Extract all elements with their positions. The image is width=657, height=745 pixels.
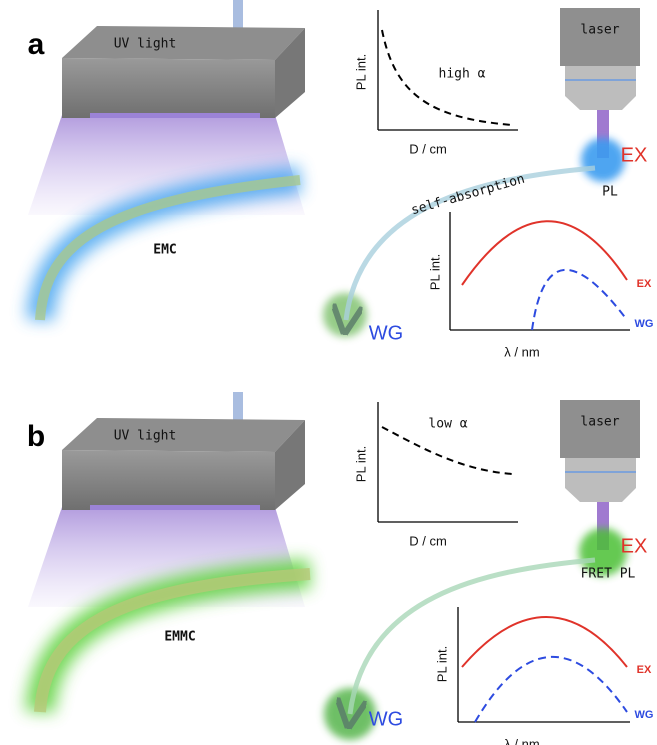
decay-curve	[381, 29, 513, 126]
annotation: low α	[428, 417, 467, 432]
ex-curve	[461, 220, 628, 286]
wg-label: WG	[369, 322, 403, 344]
uv-stem	[233, 0, 243, 28]
ex-label: EX	[621, 535, 648, 557]
decay-curve	[381, 426, 513, 475]
annotation: high α	[439, 67, 486, 82]
uv-diodes	[90, 505, 260, 510]
fiber-label: EMC	[153, 243, 176, 258]
panel-label: a	[28, 28, 45, 61]
waveguide-path	[346, 165, 596, 320]
x-label: λ / nm	[504, 736, 539, 745]
x-label: D / cm	[409, 533, 447, 548]
pl-spot	[581, 138, 625, 182]
y-label: PL int.	[434, 646, 449, 682]
pl-spot	[579, 528, 627, 576]
fiber-label: EMMC	[164, 630, 195, 645]
ex-curve	[461, 616, 628, 668]
uv-diodes	[90, 113, 260, 118]
wg-legend: WG	[635, 318, 654, 330]
ex-legend: EX	[637, 664, 652, 676]
wg-curve	[531, 268, 628, 331]
panel-label: b	[27, 420, 45, 453]
uv-label: UV light	[114, 429, 177, 444]
ex-legend: EX	[637, 278, 652, 290]
fiber	[35, 175, 301, 321]
y-label: PL int.	[353, 54, 368, 90]
uv-label: UV light	[114, 37, 177, 52]
laser-body	[560, 400, 640, 458]
pl-label: FRET PL	[581, 567, 636, 582]
panel-b: b UV light EMMC PL int. D / cm low α las…	[25, 392, 654, 745]
uv-front	[62, 450, 275, 510]
pl-label: PL	[602, 185, 618, 200]
uv-side	[275, 420, 305, 510]
waveguide-path	[350, 557, 596, 714]
y-label: PL int.	[427, 254, 442, 290]
laser-body	[560, 8, 640, 66]
laser-label: laser	[580, 415, 619, 430]
y-label: PL int.	[353, 446, 368, 482]
laser-head	[565, 458, 636, 502]
panel-a: a UV light EMC PL int. D / cm high α las…	[26, 0, 654, 359]
uv-side	[275, 28, 305, 118]
x-label: D / cm	[409, 141, 447, 156]
path-label: self-absorption	[410, 172, 527, 219]
ex-label: EX	[621, 144, 648, 166]
wg-label: WG	[369, 708, 403, 730]
uv-front	[62, 58, 275, 118]
uv-top	[62, 418, 305, 452]
x-label: λ / nm	[504, 344, 539, 359]
laser-label: laser	[580, 23, 619, 38]
uv-stem	[233, 392, 243, 420]
fiber	[34, 568, 311, 713]
uv-top	[62, 26, 305, 60]
wg-legend: WG	[635, 709, 654, 721]
laser-head	[565, 66, 636, 110]
wg-curve	[474, 656, 628, 723]
